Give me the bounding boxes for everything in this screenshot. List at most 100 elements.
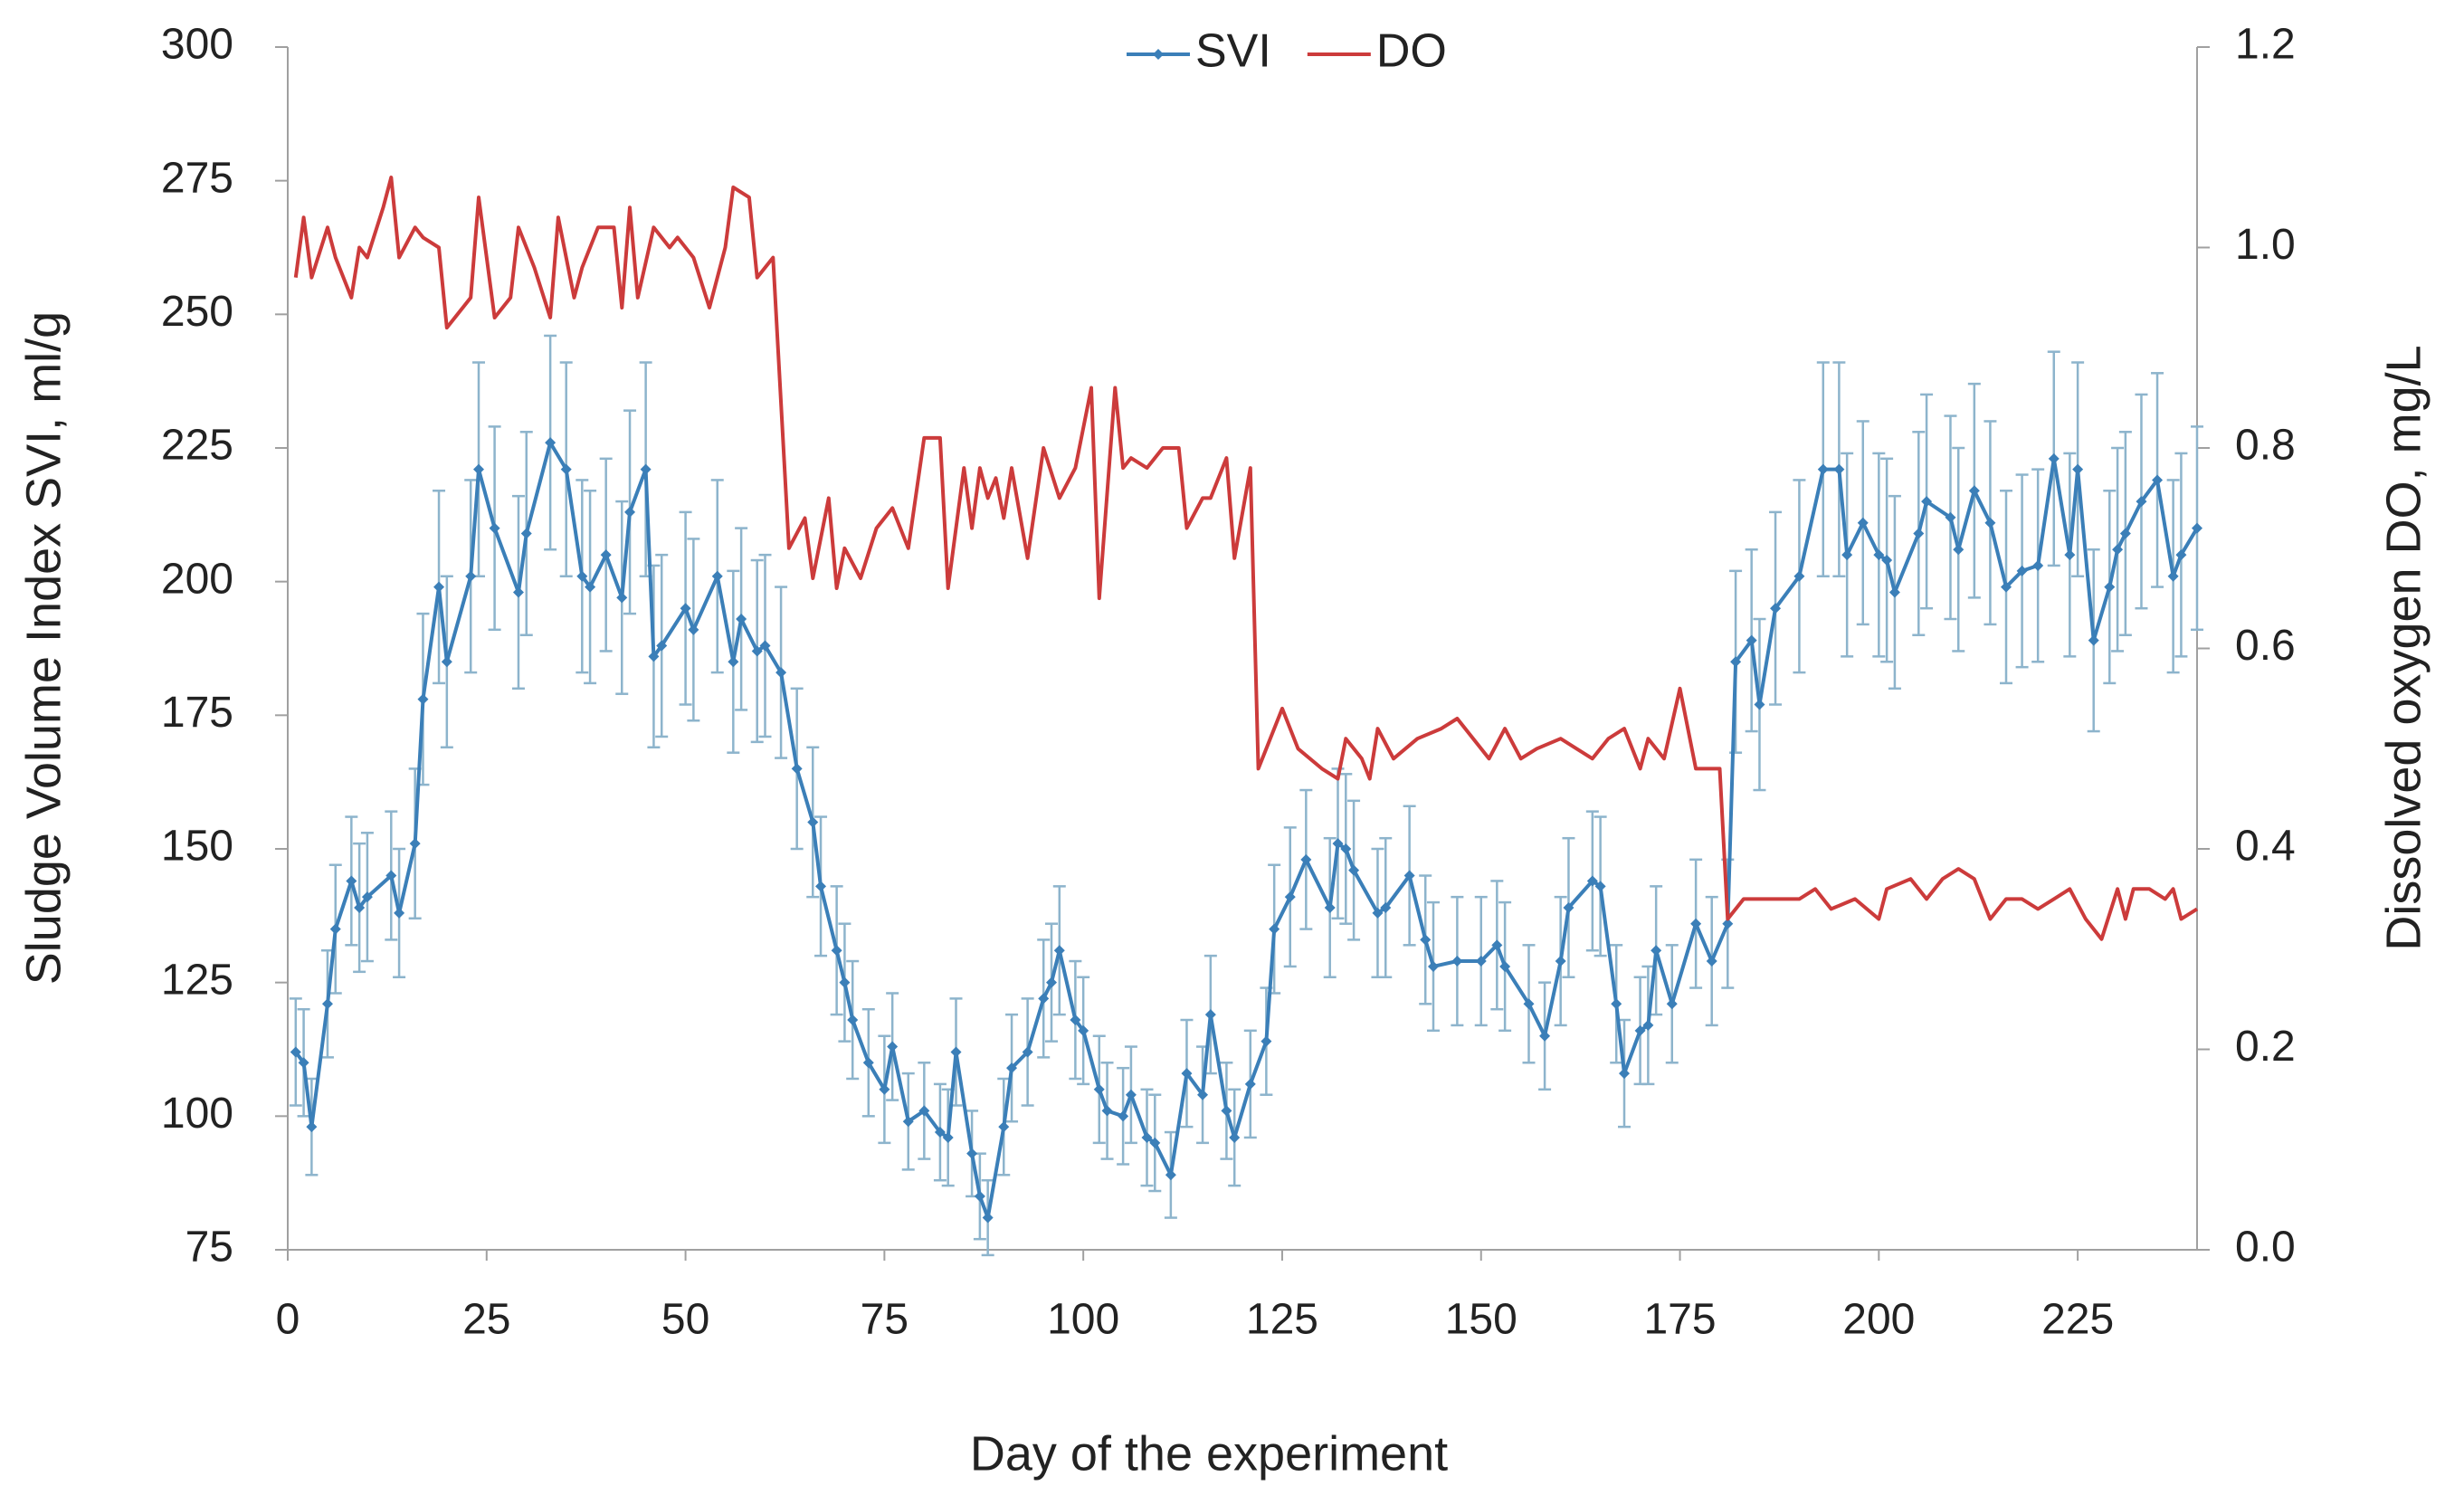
- marker: [616, 592, 628, 604]
- y2-axis-title: Dissolved oxygen DO, mg/L: [2376, 345, 2431, 950]
- marker: [1204, 1009, 1216, 1021]
- marker: [1428, 960, 1439, 972]
- marker: [1563, 901, 1574, 913]
- marker: [1594, 881, 1606, 892]
- marker: [1125, 1089, 1137, 1100]
- marker: [512, 586, 524, 598]
- marker: [1984, 517, 1996, 529]
- marker: [775, 667, 787, 679]
- marker: [1945, 511, 1956, 523]
- y-tick-label: 125: [161, 956, 233, 1004]
- marker: [2119, 528, 2131, 539]
- marker: [998, 1121, 1010, 1133]
- marker: [1730, 656, 1742, 668]
- marker: [465, 570, 477, 582]
- x-tick-label: 100: [1047, 1296, 1119, 1344]
- marker: [1722, 918, 1734, 929]
- marker: [839, 976, 851, 988]
- marker: [1833, 463, 1845, 475]
- marker: [640, 463, 652, 475]
- marker: [1888, 586, 1900, 598]
- marker: [1873, 549, 1885, 561]
- marker: [1332, 838, 1344, 850]
- marker: [1634, 1024, 1646, 1036]
- marker: [600, 549, 612, 561]
- marker: [290, 1046, 301, 1058]
- x-tick-label: 0: [276, 1296, 300, 1344]
- marker: [887, 1041, 899, 1053]
- x-tick-label: 225: [2041, 1296, 2114, 1344]
- marker: [1403, 870, 1415, 881]
- marker: [329, 923, 341, 935]
- marker: [656, 640, 668, 652]
- marker: [847, 1014, 859, 1026]
- y-tick-label: 300: [161, 21, 233, 69]
- marker: [1420, 934, 1432, 946]
- x-tick-label: 25: [462, 1296, 510, 1344]
- marker: [2104, 581, 2116, 593]
- marker: [433, 581, 445, 593]
- series-line: [294, 441, 2199, 1220]
- marker: [1754, 699, 1765, 710]
- marker: [831, 945, 842, 957]
- y2-tick-label: 0.6: [2235, 622, 2296, 670]
- y2-tick-label: 1.2: [2235, 21, 2296, 69]
- marker: [1539, 1030, 1551, 1042]
- legend-label: SVI: [1195, 25, 1271, 78]
- marker: [1770, 603, 1782, 614]
- marker: [815, 881, 827, 892]
- marker: [417, 693, 429, 705]
- marker: [394, 907, 405, 919]
- marker: [560, 463, 572, 475]
- marker: [1491, 939, 1503, 951]
- y-axis-title: Sludge Volume Index SVI, ml/g: [16, 311, 71, 985]
- marker: [807, 816, 819, 828]
- marker: [385, 870, 397, 881]
- marker: [1070, 1014, 1081, 1026]
- marker: [520, 528, 532, 539]
- marker: [1197, 1089, 1209, 1100]
- marker: [1499, 960, 1511, 972]
- marker: [736, 614, 747, 625]
- marker: [2072, 463, 2084, 475]
- marker: [1619, 1068, 1630, 1080]
- marker: [2167, 570, 2179, 582]
- marker: [2016, 565, 2028, 576]
- marker: [1706, 956, 1717, 967]
- marker: [346, 875, 357, 887]
- marker: [2112, 544, 2124, 556]
- marker: [1053, 945, 1065, 957]
- marker: [942, 1131, 954, 1143]
- marker: [441, 656, 452, 668]
- marker: [361, 891, 373, 903]
- marker: [902, 1116, 914, 1128]
- marker: [2032, 559, 2044, 571]
- marker: [409, 838, 421, 850]
- marker: [1611, 998, 1622, 1010]
- y-tick-label: 75: [186, 1224, 233, 1272]
- marker: [2064, 549, 2076, 561]
- marker: [1348, 864, 1360, 876]
- marker: [1666, 998, 1678, 1010]
- y-tick-label: 150: [161, 823, 233, 871]
- marker: [1046, 976, 1057, 988]
- marker: [1078, 1024, 1089, 1036]
- marker: [1022, 1046, 1033, 1058]
- marker: [974, 1190, 985, 1202]
- marker: [2192, 522, 2202, 534]
- y-tick-label: 200: [161, 555, 233, 603]
- marker: [982, 1212, 994, 1224]
- x-tick-label: 50: [661, 1296, 709, 1344]
- y-tick-label: 275: [161, 154, 233, 202]
- marker: [1221, 1105, 1232, 1117]
- marker: [2175, 549, 2187, 561]
- marker: [1642, 1019, 1654, 1031]
- marker: [728, 656, 739, 668]
- marker: [2152, 474, 2164, 486]
- y-tick-label: 225: [161, 422, 233, 470]
- marker: [1324, 901, 1336, 913]
- marker: [473, 463, 484, 475]
- x-tick-label: 75: [861, 1296, 909, 1344]
- marker: [321, 998, 333, 1010]
- y2-tick-label: 0.2: [2235, 1023, 2296, 1071]
